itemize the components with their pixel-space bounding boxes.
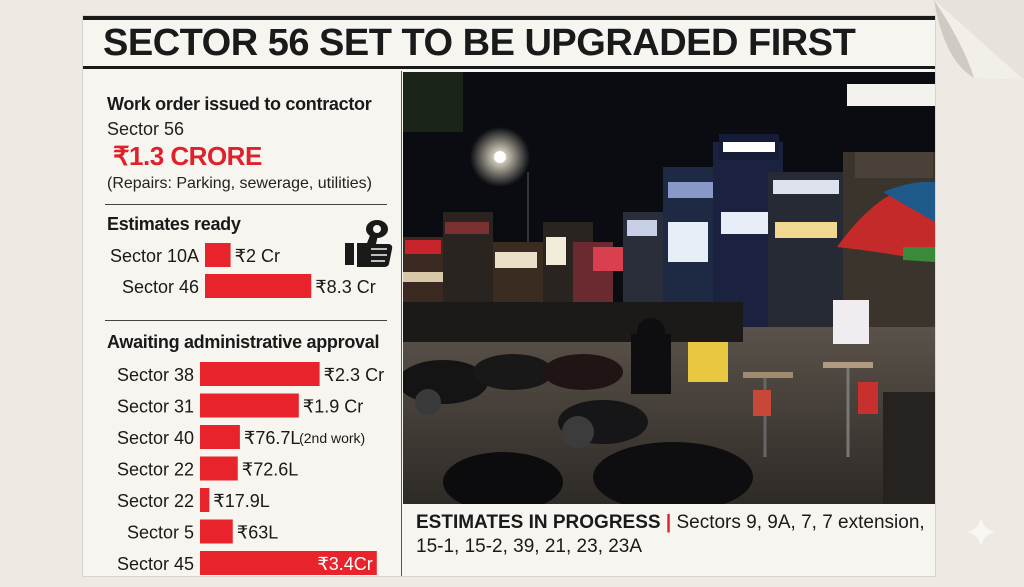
data-label: ₹2 Cr [235,246,280,266]
divider [105,204,387,205]
bar [200,551,377,575]
bar [200,488,210,512]
data-label: ₹2.3 Cr [324,365,384,385]
estimates-in-progress-lead: ESTIMATES IN PROGRESS [416,512,661,533]
category-label: Sector 10A [110,246,199,266]
category-label: Sector 22 [117,460,194,480]
thumbs-up-money-icon [345,220,393,267]
bar [205,274,312,298]
work-order-title: Work order issued to contractor [107,94,372,114]
bar [200,393,299,418]
category-label: Sector 45 [117,554,194,574]
data-label: ₹3.4Cr [317,554,372,574]
estimates-in-progress: ESTIMATES IN PROGRESS | Sectors 9, 9A, 7… [416,511,926,559]
data-label: ₹63L [237,523,278,543]
column-divider [401,71,402,576]
bar [205,243,231,267]
sparkle-watermark-icon [966,517,996,547]
data-label: ₹1.9 Cr [303,397,363,417]
data-label: ₹72.6L [242,460,299,480]
bar-note: (2nd work) [299,430,365,446]
category-label: Sector 22 [117,491,194,511]
data-label: ₹17.9L [213,491,269,511]
category-label: Sector 31 [117,397,194,417]
category-label: Sector 5 [127,523,194,543]
bar [200,456,238,481]
headline: SECTOR 56 SET TO BE UPGRADED FIRST [83,16,935,69]
bar [200,425,240,449]
page-curl-icon [934,0,1024,80]
separator: | [665,512,672,533]
bar [200,519,233,544]
work-order-note: (Repairs: Parking, sewerage, utilities) [107,175,372,192]
estimates-ready-chart: Sector 10A ₹2 Cr Sector 46 ₹8.3 Cr [110,243,376,298]
category-label: Sector 38 [117,365,194,385]
left-column: Work order issued to contractor Sector 5… [83,71,401,576]
work-order-amount: ₹1.3 CRORE [113,141,262,171]
divider [105,320,387,321]
estimates-ready-title: Estimates ready [107,214,241,234]
night-market-photo [403,72,935,504]
bar [200,362,320,386]
estimates-in-progress-text: Sectors 9, 9A, 7, 7 extension, 15-1, 15-… [416,512,925,557]
category-label: Sector 46 [122,277,199,297]
category-label: Sector 40 [117,428,194,448]
data-label: ₹76.7L [244,428,301,448]
work-order-sector: Sector 56 [107,119,185,139]
awaiting-approval-title: Awaiting administrative approval [107,332,380,352]
data-label: ₹8.3 Cr [315,277,375,297]
newspaper-graphic: SECTOR 56 SET TO BE UPGRADED FIRST Work … [83,16,935,576]
awaiting-approval-chart: Sector 38 ₹2.3 Cr Sector 31 ₹1.9 Cr Sector 4… [117,362,384,575]
